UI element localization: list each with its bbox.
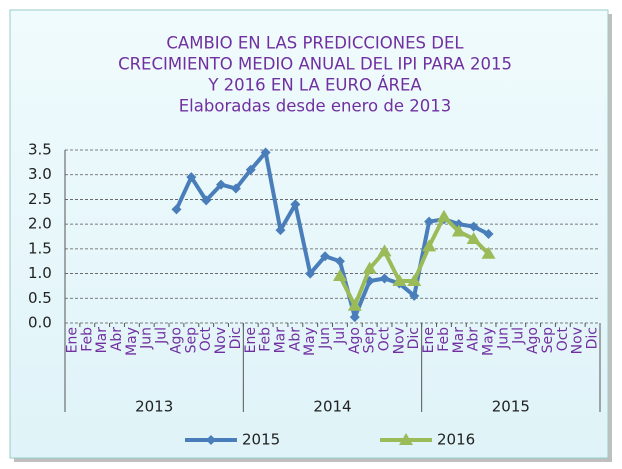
y-tick-label: 1.0 [28, 264, 52, 282]
x-tick-label: Oct [198, 327, 214, 352]
x-tick-label: Oct [555, 327, 571, 352]
point-marker [468, 221, 479, 232]
x-tick-label: Nov [391, 327, 407, 354]
x-tick-label: Jun [495, 327, 511, 350]
point-marker [290, 199, 301, 210]
y-tick-label: 1.5 [28, 239, 52, 257]
point-marker [399, 433, 413, 445]
point-marker [349, 312, 360, 323]
y-tick-label: 0.5 [28, 289, 52, 307]
x-tick-label: Mar [451, 327, 467, 354]
point-marker [186, 172, 197, 183]
point-marker [334, 256, 345, 267]
x-tick-label: Ene [64, 327, 80, 353]
year-label: 2015 [492, 398, 530, 416]
point-marker [392, 273, 407, 286]
point-marker [275, 225, 286, 236]
x-tick-label: Abr [466, 327, 482, 351]
x-tick-label: Feb [258, 327, 274, 352]
point-marker [483, 229, 494, 240]
x-tick-label: Jul [154, 327, 170, 345]
x-tick-label: Mar [94, 327, 110, 354]
x-tick-label: Abr [109, 327, 125, 351]
year-label: 2013 [135, 398, 173, 416]
x-tick-label: Ene [243, 327, 259, 353]
point-marker [260, 147, 271, 158]
point-marker [362, 261, 377, 274]
point-marker [320, 251, 331, 262]
x-tick-label: Dic [406, 327, 422, 349]
year-label: 2014 [313, 398, 351, 416]
x-tick-label: Sep [183, 327, 199, 354]
x-tick-label: Dic [228, 327, 244, 349]
x-tick-label: May [481, 327, 497, 356]
x-tick-label: Sep [540, 327, 556, 354]
point-marker [466, 231, 481, 244]
x-tick-label: Jul [510, 327, 526, 345]
point-marker [379, 273, 390, 284]
x-tick-label: May [302, 327, 318, 356]
point-marker [305, 268, 316, 279]
chart-background [9, 9, 609, 459]
x-tick-label: Oct [377, 327, 393, 352]
x-tick-label: Dic [585, 327, 601, 349]
point-marker [201, 195, 212, 206]
point-marker [206, 435, 216, 445]
chart-title: Y 2016 EN LA EURO ÁREA [207, 76, 422, 95]
x-tick-label: Nov [213, 327, 229, 354]
point-marker [245, 164, 256, 175]
x-tick-label: Jun [317, 327, 333, 350]
point-marker [481, 246, 496, 259]
point-marker [377, 244, 392, 257]
x-tick-label: Abr [287, 327, 303, 351]
x-tick-label: Feb [79, 327, 95, 352]
y-tick-label: 0.0 [28, 314, 52, 332]
chart-title: Elaboradas desde enero de 2013 [179, 97, 451, 116]
x-tick-label: Ene [421, 327, 437, 353]
point-marker [332, 269, 347, 282]
x-tick-label: Ago [525, 327, 541, 354]
y-tick-label: 2.0 [28, 215, 52, 233]
x-tick-label: Ago [347, 327, 363, 354]
point-marker [216, 179, 227, 190]
point-marker [347, 298, 362, 311]
y-tick-label: 3.5 [28, 141, 52, 159]
x-tick-label: Sep [362, 327, 378, 354]
point-marker [424, 216, 435, 227]
x-tick-label: Ago [168, 327, 184, 354]
x-tick-label: May [124, 327, 140, 356]
chart-title: CRECIMIENTO MEDIO ANUAL DEL IPI PARA 201… [118, 55, 512, 74]
point-marker [409, 290, 420, 301]
x-tick-label: Jun [139, 327, 155, 350]
chart-title: CAMBIO EN LAS PREDICCIONES DEL [166, 34, 464, 53]
point-marker [451, 224, 466, 237]
point-marker [171, 204, 182, 215]
series-line [174, 150, 490, 320]
x-tick-label: Jul [332, 327, 348, 345]
point-marker [407, 273, 422, 286]
point-marker [422, 239, 437, 252]
legend-label: 2015 [242, 431, 280, 449]
y-tick-label: 2.5 [28, 190, 52, 208]
legend-label: 2016 [437, 431, 475, 449]
x-tick-label: Mar [272, 327, 288, 354]
y-tick-label: 3.0 [28, 165, 52, 183]
point-marker [230, 183, 241, 194]
x-tick-label: Feb [436, 327, 452, 352]
point-marker [436, 209, 451, 222]
x-tick-label: Nov [570, 327, 586, 354]
